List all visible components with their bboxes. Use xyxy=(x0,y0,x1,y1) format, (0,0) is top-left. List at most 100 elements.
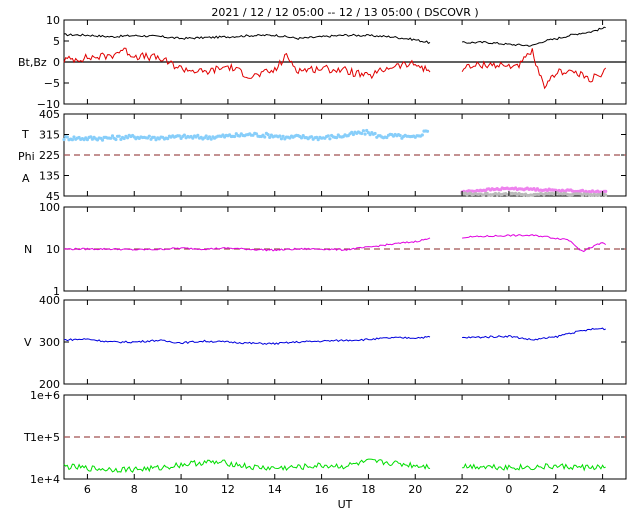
panel-magnetic-field: 10 5 0 −5 −10 Bt,Bz xyxy=(18,14,627,111)
y-tick-label: 10 xyxy=(46,14,60,27)
data-point xyxy=(152,135,156,139)
data-point xyxy=(279,137,283,141)
y-tick-label: 1e+4 xyxy=(30,473,60,486)
y-tick-label: 1e+6 xyxy=(30,389,60,402)
data-point xyxy=(85,138,89,142)
data-point xyxy=(363,132,367,136)
y-tick-label: −5 xyxy=(44,77,60,90)
data-point xyxy=(209,137,213,141)
data-point xyxy=(373,131,377,136)
data-point xyxy=(328,137,332,141)
x-tick-label: 18 xyxy=(361,483,375,496)
data-point xyxy=(110,134,115,138)
data-point xyxy=(398,133,402,138)
data-point xyxy=(326,134,330,138)
y-axis-label: Phi xyxy=(18,150,35,163)
x-tick-label: 12 xyxy=(221,483,235,496)
x-tick-label: 2 xyxy=(552,483,559,496)
data-point xyxy=(147,134,151,138)
data-point xyxy=(100,138,105,142)
data-point xyxy=(238,134,242,138)
y-tick-label: 200 xyxy=(39,378,60,391)
y-tick-label: 300 xyxy=(39,336,60,349)
data-point xyxy=(207,135,212,139)
y-axis-label: N xyxy=(24,243,32,256)
data-point xyxy=(70,138,74,142)
x-tick-label: 14 xyxy=(268,483,282,496)
panel-plasma-angles: 405 315 225 135 45 T Phi A xyxy=(18,108,627,203)
data-point xyxy=(72,135,76,139)
x-tick-label: 4 xyxy=(599,483,606,496)
data-point xyxy=(420,133,424,137)
data-point xyxy=(268,135,272,139)
data-point xyxy=(281,134,285,138)
data-point xyxy=(425,129,430,133)
data-point xyxy=(204,134,208,138)
y-axis-label: T xyxy=(23,431,31,444)
data-point xyxy=(266,133,270,137)
data-point xyxy=(263,135,267,139)
data-point xyxy=(309,135,314,139)
data-point xyxy=(351,132,355,137)
series-line-bt xyxy=(63,26,606,47)
data-point xyxy=(316,138,320,142)
data-point xyxy=(254,132,258,136)
y-tick-label: −10 xyxy=(37,98,60,111)
data-point xyxy=(315,135,319,139)
data-point xyxy=(65,135,69,139)
panel-speed: 400 300 200 V xyxy=(24,294,627,391)
y-tick-label: 405 xyxy=(39,108,60,121)
y-axis-label: Bt,Bz xyxy=(18,56,47,69)
data-point xyxy=(182,133,186,137)
y-tick-label: 0 xyxy=(53,56,60,69)
data-point xyxy=(62,137,66,142)
y-tick-label: 135 xyxy=(39,170,60,183)
data-point xyxy=(385,135,389,140)
y-tick-label: 400 xyxy=(39,294,60,307)
data-point xyxy=(109,136,113,140)
y-tick-label: 1e+5 xyxy=(30,431,60,444)
data-point xyxy=(166,137,170,141)
x-tick-label: 22 xyxy=(455,483,469,496)
series-line-n xyxy=(63,234,606,253)
data-point xyxy=(335,136,339,140)
x-tick-label: 10 xyxy=(174,483,188,496)
y-axis-label: V xyxy=(24,336,32,349)
data-point xyxy=(126,136,130,140)
data-point xyxy=(196,133,200,137)
y-axis-label: T xyxy=(21,128,29,141)
y-tick-label: 100 xyxy=(39,201,60,214)
data-point xyxy=(360,131,364,136)
series-line-bz xyxy=(63,47,607,90)
data-point xyxy=(177,134,181,138)
data-point xyxy=(278,134,282,138)
x-tick-label: 0 xyxy=(505,483,512,496)
panel-density: 100 10 1 N xyxy=(24,201,627,298)
data-point xyxy=(299,136,304,140)
x-tick-label: 20 xyxy=(408,483,422,496)
y-tick-label: 10 xyxy=(46,243,60,256)
y-tick-label: 5 xyxy=(53,35,60,48)
data-point xyxy=(361,129,365,133)
data-point xyxy=(89,135,93,139)
x-tick-label: 8 xyxy=(131,483,138,496)
data-point xyxy=(117,134,121,138)
data-point xyxy=(604,189,608,193)
x-axis-label: UT xyxy=(338,498,353,511)
panel-temperature: 1e+6 1e+5 1e+4 T xyxy=(23,389,627,486)
y-axis-label: A xyxy=(22,172,30,185)
x-tick-label: 16 xyxy=(315,483,329,496)
y-tick-label: 225 xyxy=(39,149,60,162)
x-tick-label: 6 xyxy=(84,483,91,496)
y-tick-label: 1 xyxy=(53,285,60,298)
data-point xyxy=(122,136,126,141)
y-tick-label: 45 xyxy=(46,190,60,203)
data-point xyxy=(114,137,118,142)
chart-title: 2021 / 12 / 12 05:00 -- 12 / 13 05:00 ( … xyxy=(211,6,478,19)
series-line-v xyxy=(63,327,606,345)
data-point xyxy=(604,193,608,197)
panel-frame xyxy=(63,299,627,385)
y-tick-label: 315 xyxy=(39,129,60,142)
data-point xyxy=(233,134,237,139)
